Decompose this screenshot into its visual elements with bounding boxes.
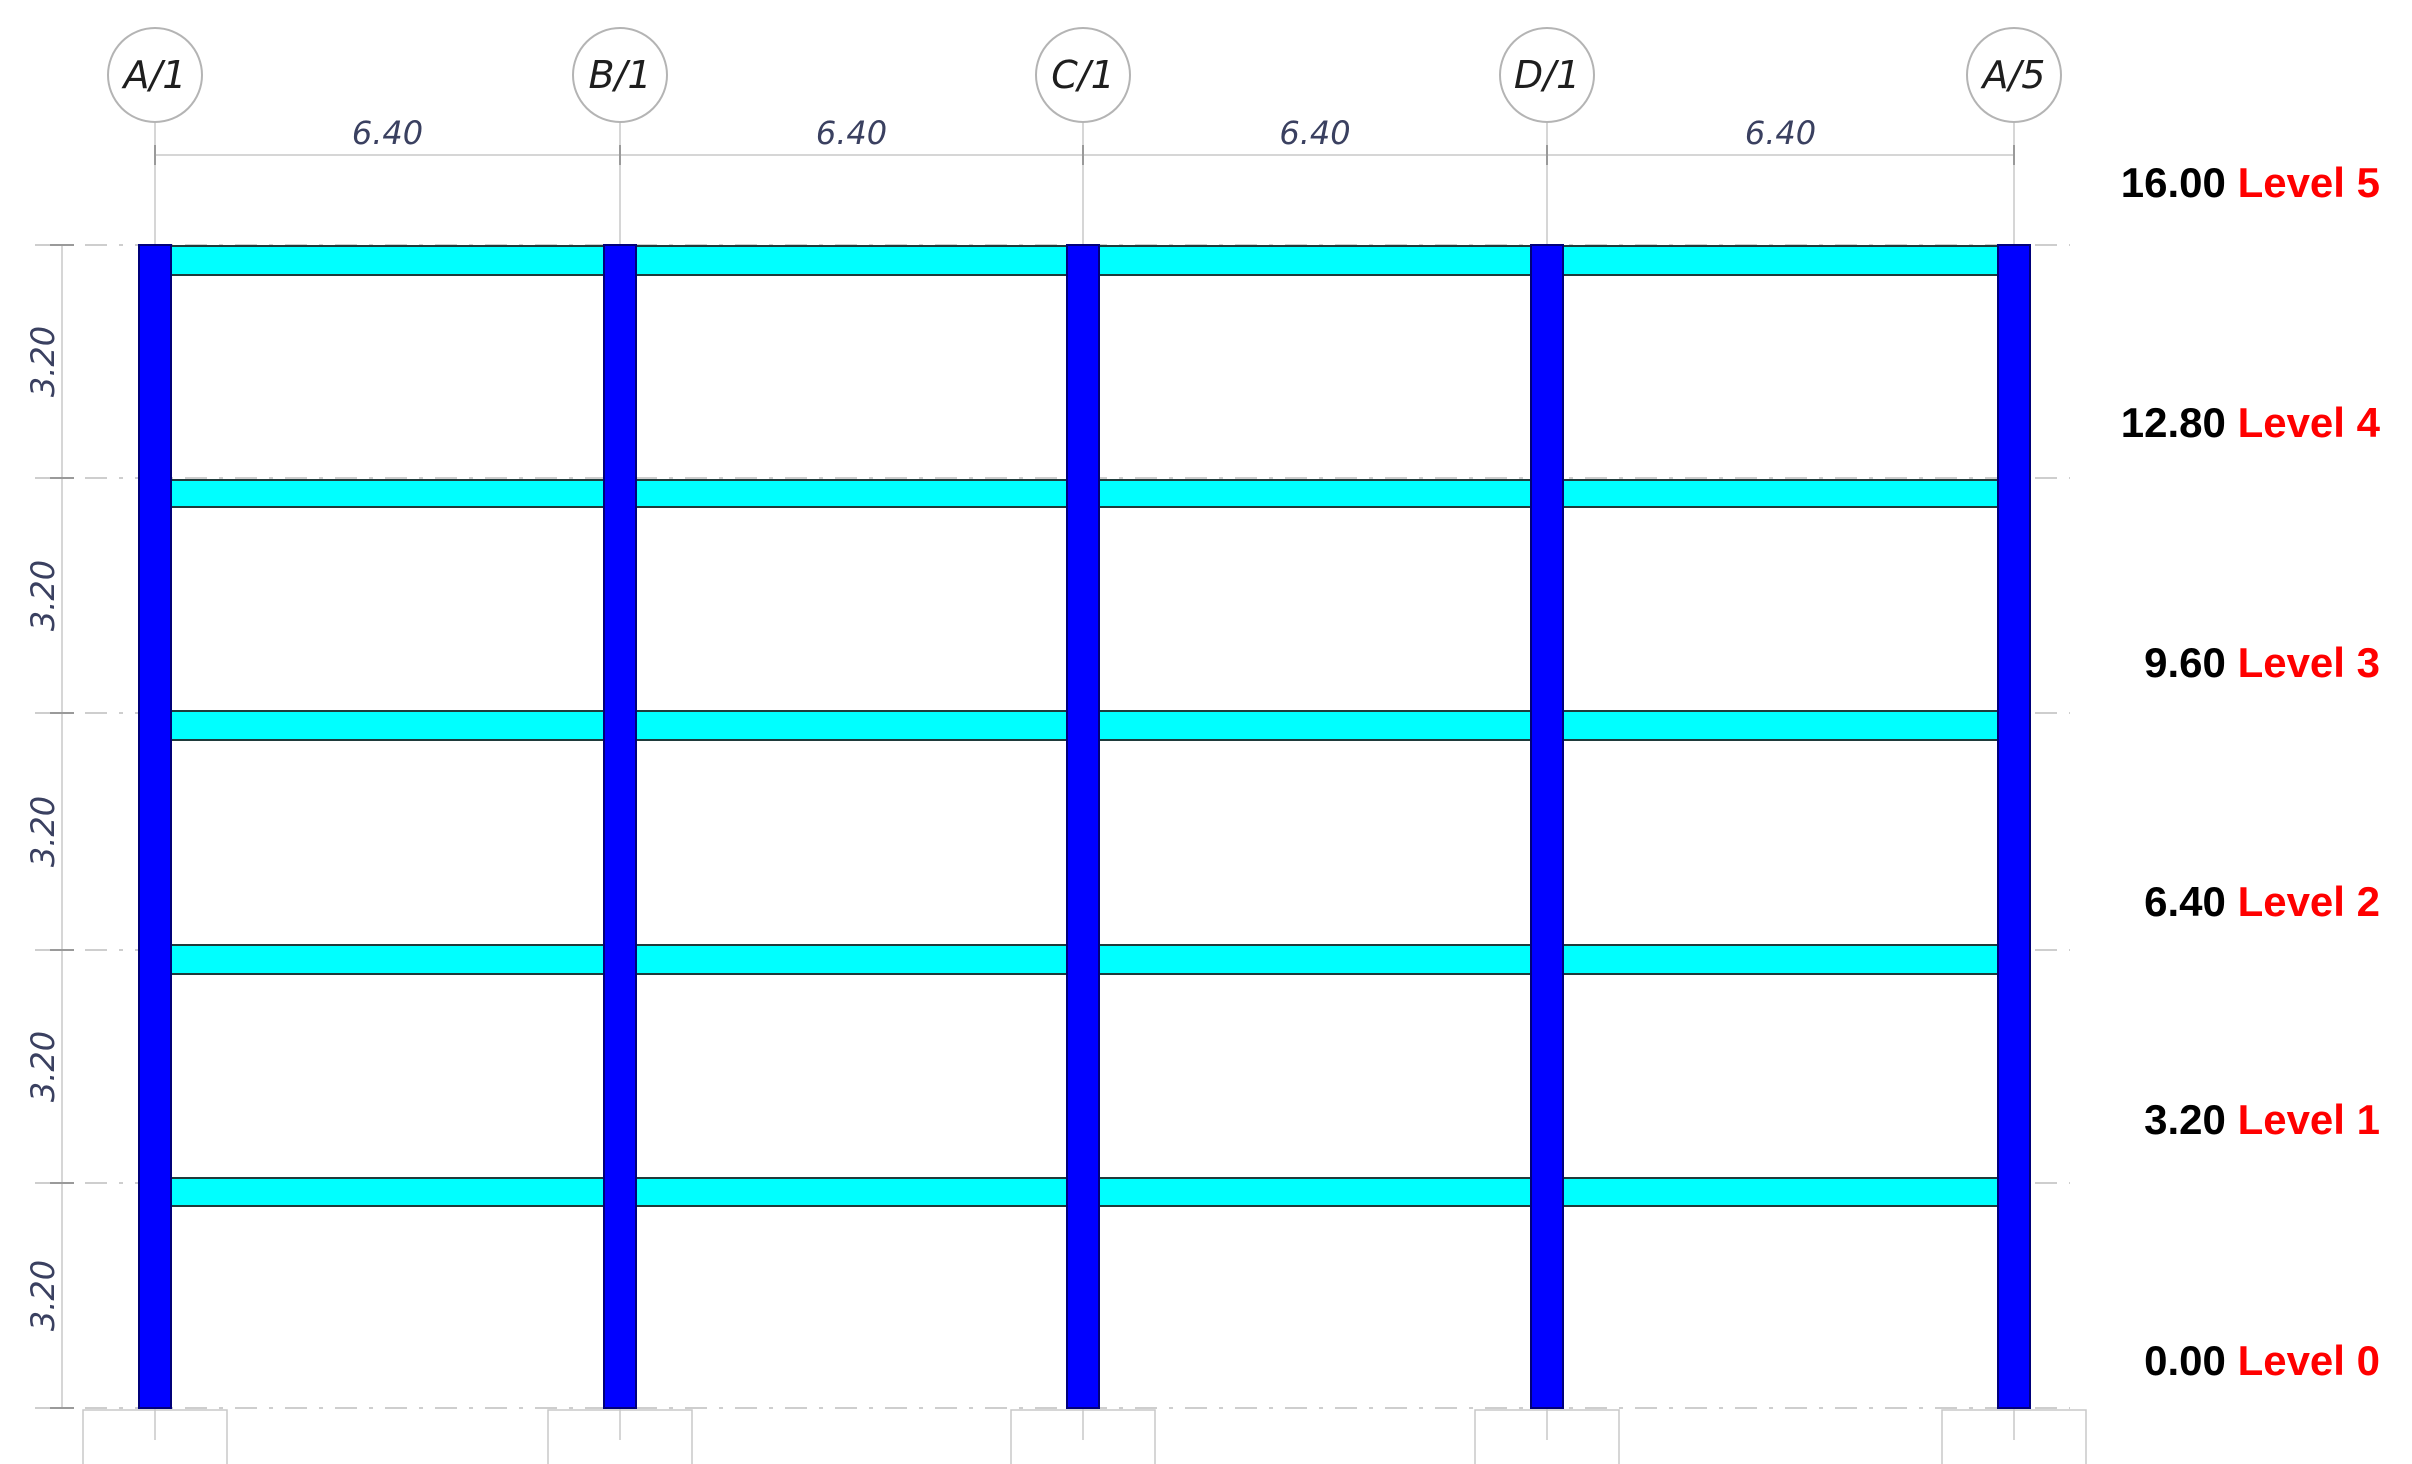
level-label: 12.80 Level 4	[2121, 399, 2381, 446]
column	[138, 244, 172, 1409]
footing	[1941, 1409, 2087, 1464]
column	[1066, 244, 1100, 1409]
level-name: Level 0	[2238, 1337, 2380, 1384]
level-label: 0.00 Level 0	[2144, 1337, 2380, 1384]
level-name: Level 3	[2238, 639, 2380, 686]
grid-label: D/1	[1514, 53, 1580, 97]
level-elevation: 9.60	[2144, 639, 2237, 686]
level-name: Level 4	[2238, 399, 2381, 446]
beam	[170, 710, 605, 741]
grid-label: B/1	[588, 53, 651, 97]
level-elevation: 12.80	[2121, 399, 2238, 446]
level-label: 6.40 Level 2	[2144, 878, 2380, 925]
level-label: 3.20 Level 1	[2144, 1096, 2380, 1143]
beam	[635, 479, 1068, 508]
bay-dimension-label: 6.40	[1279, 114, 1350, 152]
story-dimension-label: 3.20	[24, 1260, 62, 1331]
footing	[1474, 1409, 1620, 1464]
story-dimension-label: 3.20	[24, 796, 62, 867]
footing	[82, 1409, 228, 1464]
beam	[635, 710, 1068, 741]
beam	[1562, 479, 1999, 508]
footing	[1010, 1409, 1156, 1464]
beam	[635, 245, 1068, 276]
beam	[170, 944, 605, 975]
beam	[1562, 710, 1999, 741]
grid-label: C/1	[1051, 53, 1115, 97]
beam	[1562, 944, 1999, 975]
level-label: 16.00 Level 5	[2121, 159, 2380, 206]
level-elevation: 6.40	[2144, 878, 2237, 925]
grid-bubble	[1035, 27, 1131, 123]
bay-dimension-label: 6.40	[352, 114, 423, 152]
beam	[170, 479, 605, 508]
story-dimension-label: 3.20	[24, 326, 62, 397]
beam	[1562, 245, 1999, 276]
grid-bubble	[572, 27, 668, 123]
level-label: 9.60 Level 3	[2144, 639, 2380, 686]
column	[1530, 244, 1564, 1409]
beam	[170, 1177, 605, 1207]
level-name: Level 1	[2238, 1096, 2380, 1143]
bay-dimension-label: 6.40	[816, 114, 887, 152]
beam	[1098, 710, 1532, 741]
grid-bubble	[107, 27, 203, 123]
beam	[635, 1177, 1068, 1207]
bay-dimension-label: 6.40	[1745, 114, 1816, 152]
column	[1997, 244, 2031, 1409]
grid-label: A/1	[121, 53, 187, 97]
story-dimension-label: 3.20	[24, 1031, 62, 1102]
level-name: Level 2	[2238, 878, 2380, 925]
beam	[1562, 1177, 1999, 1207]
beam	[635, 944, 1068, 975]
beam	[1098, 245, 1532, 276]
level-elevation: 16.00	[2121, 159, 2238, 206]
footing	[547, 1409, 693, 1464]
grid-label: A/5	[1980, 53, 2046, 97]
beam	[1098, 944, 1532, 975]
grid-bubble	[1499, 27, 1595, 123]
level-elevation: 0.00	[2144, 1337, 2237, 1384]
story-dimension-label: 3.20	[24, 560, 62, 631]
level-name: Level 5	[2238, 159, 2380, 206]
level-elevation: 3.20	[2144, 1096, 2237, 1143]
beam	[1098, 1177, 1532, 1207]
grid-bubble	[1966, 27, 2062, 123]
column	[603, 244, 637, 1409]
beam	[170, 245, 605, 276]
beam	[1098, 479, 1532, 508]
